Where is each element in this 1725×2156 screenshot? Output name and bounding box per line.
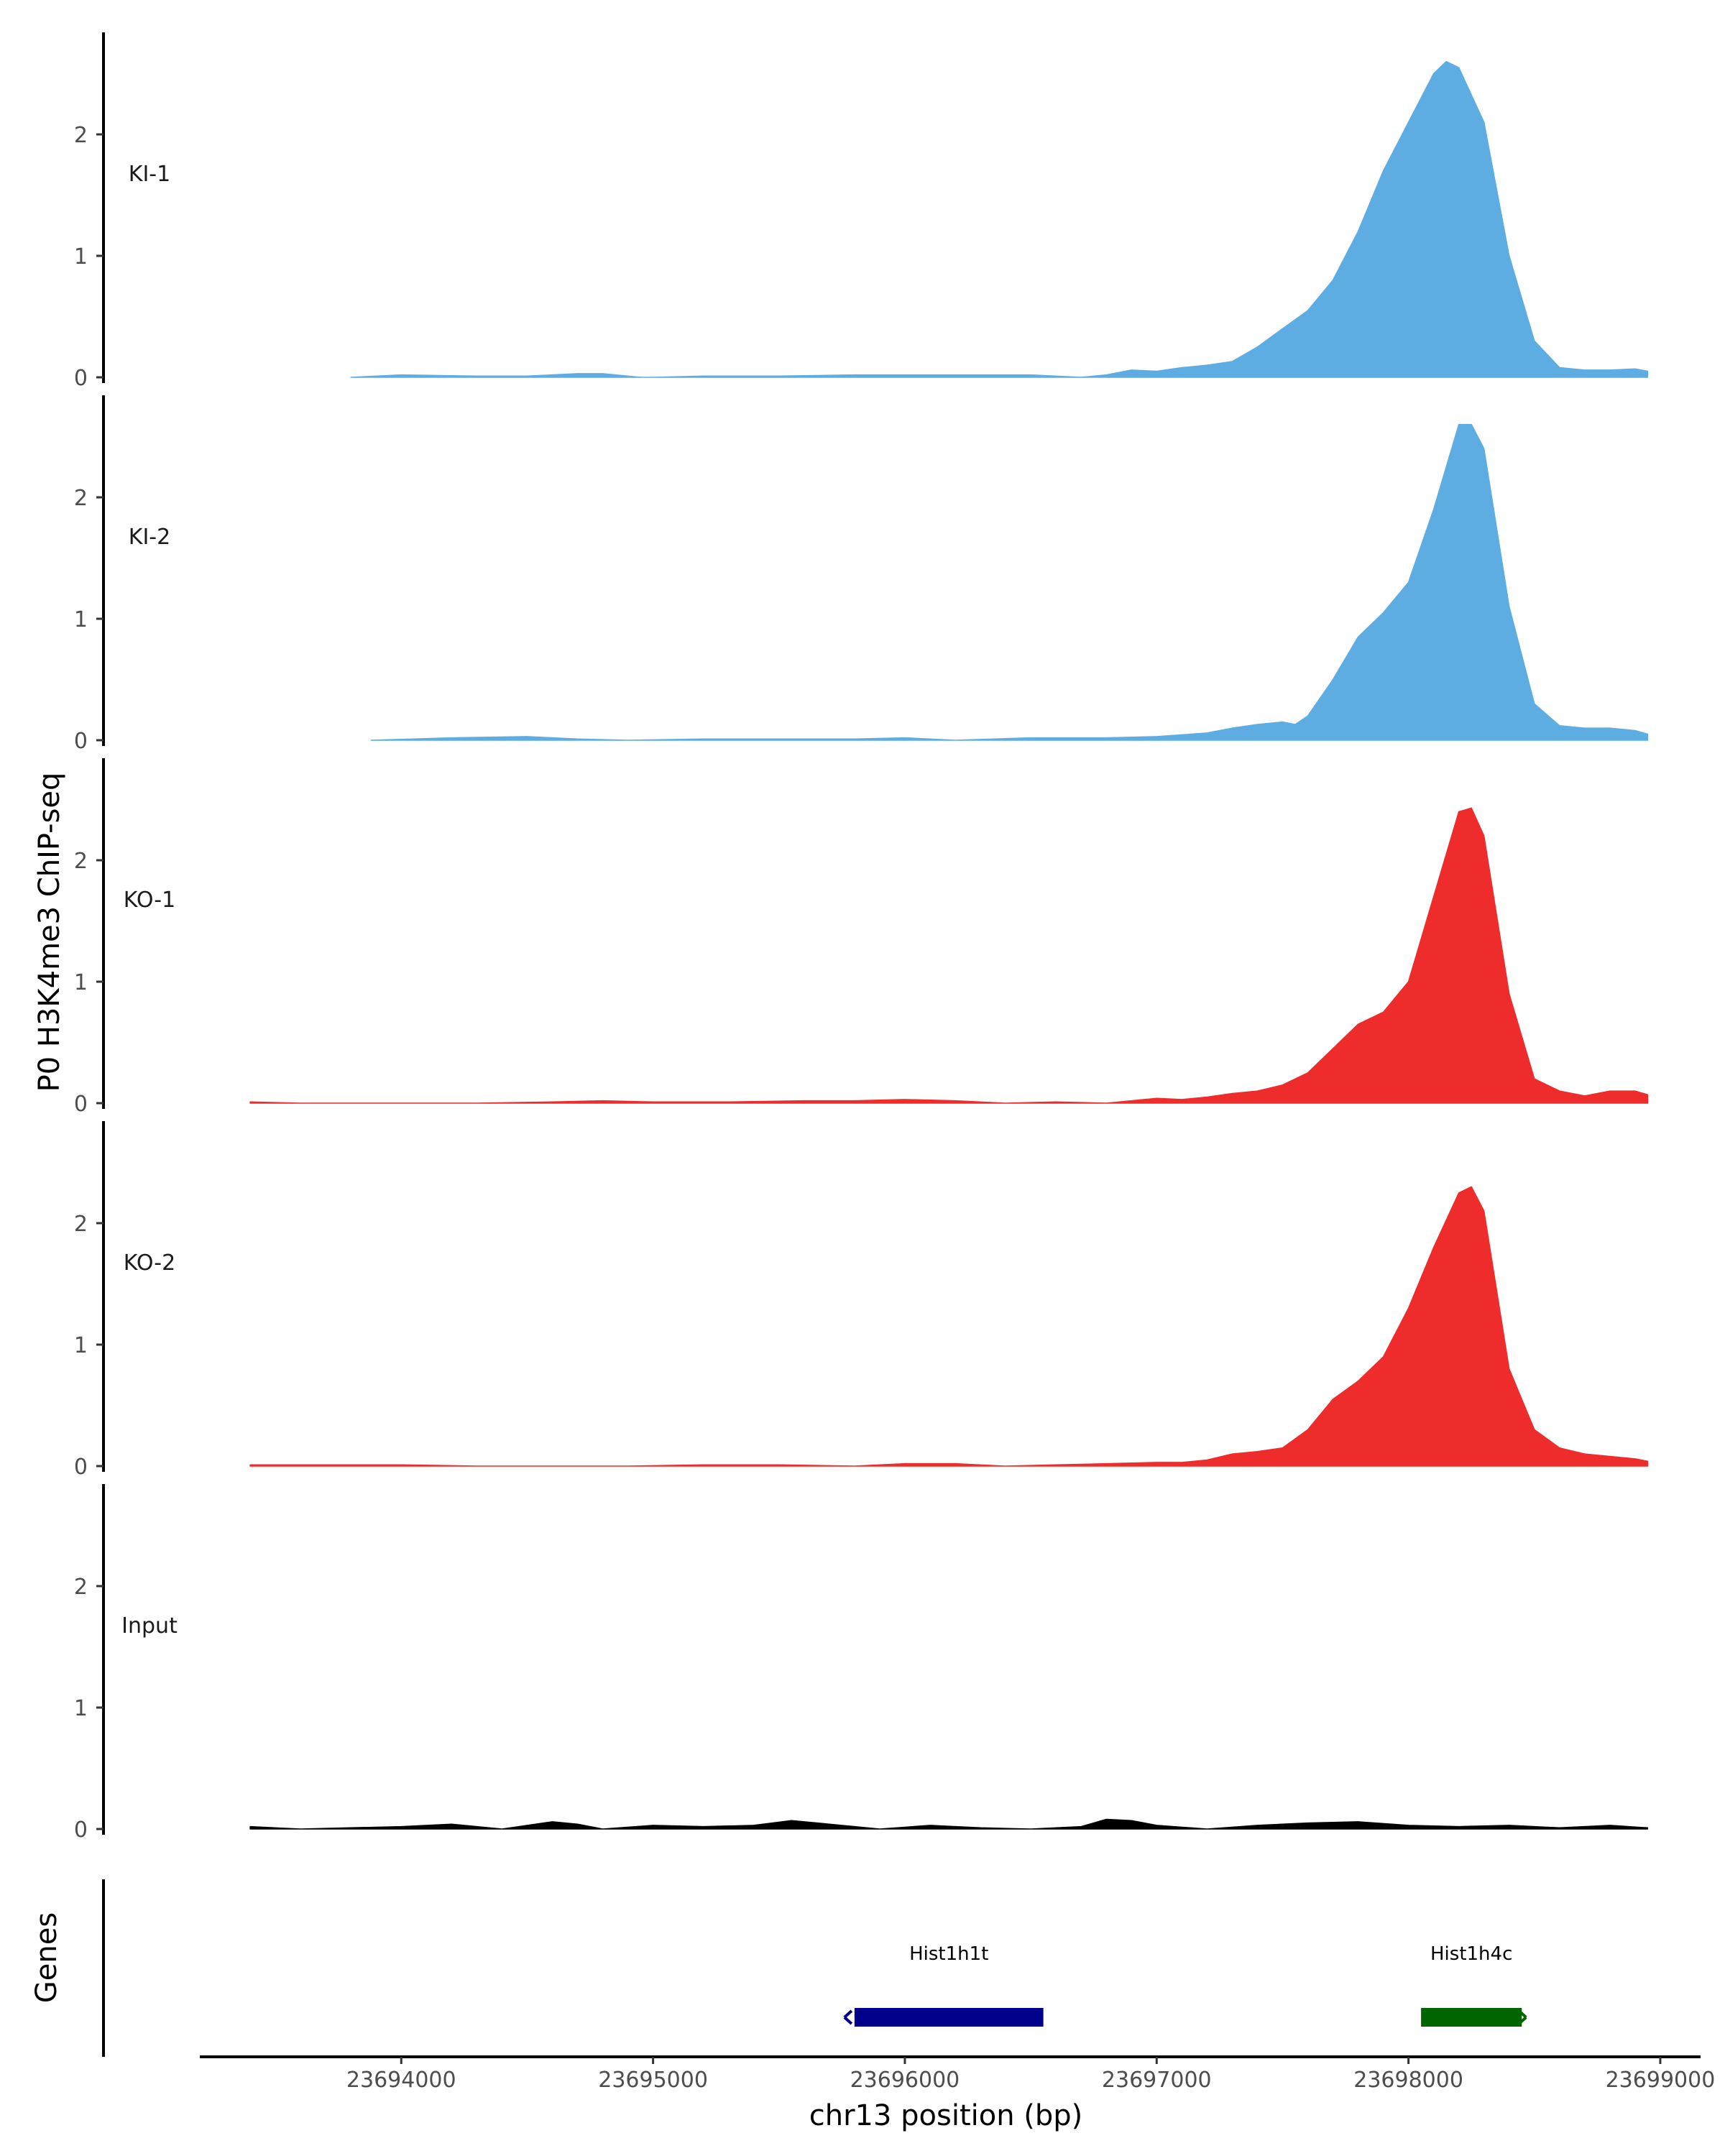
track-panel-ki-1: 0 1 2 KI-1: [74, 32, 1649, 391]
track-label-ko-2: KO-2: [124, 1250, 175, 1276]
track-panel-ko-1: 0 1 2 KO-1: [74, 758, 1649, 1117]
y-tick-label-input-2: 2: [74, 1575, 88, 1600]
y-tick-label-ko-1-1: 1: [74, 970, 88, 995]
y-tick-label-ko-2-1: 1: [74, 1333, 88, 1358]
track-panel-ko-2: 0 1 2 KO-2: [74, 1121, 1649, 1480]
track-label-ko-1: KO-1: [124, 888, 175, 913]
gene-label-hist1h4c: Hist1h4c: [1430, 1943, 1512, 1965]
gene-body-hist1h1t: [854, 2008, 1044, 2027]
track-panel-input: 0 1 2 Input: [74, 1484, 1649, 1843]
x-tick-label-23694000: 23694000: [346, 2068, 456, 2093]
y-tick-label-ki-1-2: 2: [74, 123, 88, 148]
x-tick-label-23697000: 23697000: [1102, 2068, 1212, 2093]
gene-strand-arrow-hist1h4c: [1517, 2009, 1527, 2025]
x-tick-label-23699000: 23699000: [1606, 2068, 1716, 2093]
x-tick-label-23695000: 23695000: [598, 2068, 708, 2093]
y-tick-label-ko-1-2: 2: [74, 849, 88, 874]
x-axis: 23694000 23695000 23696000 23697000 23698000…: [200, 2055, 1716, 2093]
y-tick-label-ki-1-1: 1: [74, 244, 88, 270]
tracks-layer: 0 1 2 KI-1 0 1 2 KI-2 0 1 2 KO-1 0 1 2 KO-2 0 1 2 Input: [74, 32, 1649, 1843]
gene-label-hist1h1t: Hist1h1t: [909, 1943, 988, 1965]
track-label-ki-2: KI-2: [129, 525, 170, 550]
genes-panel: Hist1h1t Hist1h4c: [102, 1879, 1527, 2057]
x-tick-label-23698000: 23698000: [1353, 2068, 1463, 2093]
track-panel-ki-2: 0 1 2 KI-2: [74, 395, 1649, 754]
gene-body-hist1h4c: [1421, 2008, 1522, 2027]
y-tick-label-ki-2-0: 0: [74, 729, 88, 754]
track-label-ki-1: KI-1: [129, 162, 170, 187]
signal-area-ki-1: [350, 60, 1649, 378]
x-tick-label-23696000: 23696000: [850, 2068, 960, 2093]
genes-axis-title: Genes: [30, 1912, 63, 2003]
y-tick-label-input-0: 0: [74, 1818, 88, 1843]
y-tick-label-ki-2-2: 2: [74, 486, 88, 511]
track-label-input: Input: [121, 1613, 178, 1639]
y-tick-label-ko-2-0: 0: [74, 1455, 88, 1480]
signal-area-ki-2: [370, 423, 1649, 741]
signal-area-ko-1: [249, 807, 1649, 1104]
signal-area-ko-2: [249, 1186, 1649, 1467]
y-tick-label-ki-1-0: 0: [74, 366, 88, 391]
y-tick-label-ko-1-0: 0: [74, 1092, 88, 1117]
y-axis-title: P0 H3K4me3 ChIP-seq: [33, 773, 66, 1092]
y-tick-label-input-1: 1: [74, 1696, 88, 1721]
y-tick-label-ki-2-1: 1: [74, 607, 88, 632]
x-axis-title: chr13 position (bp): [809, 2099, 1083, 2132]
y-tick-label-ko-2-2: 2: [74, 1212, 88, 1237]
gene-strand-arrow-hist1h1t: [843, 2009, 853, 2025]
signal-area-input: [249, 1818, 1649, 1830]
